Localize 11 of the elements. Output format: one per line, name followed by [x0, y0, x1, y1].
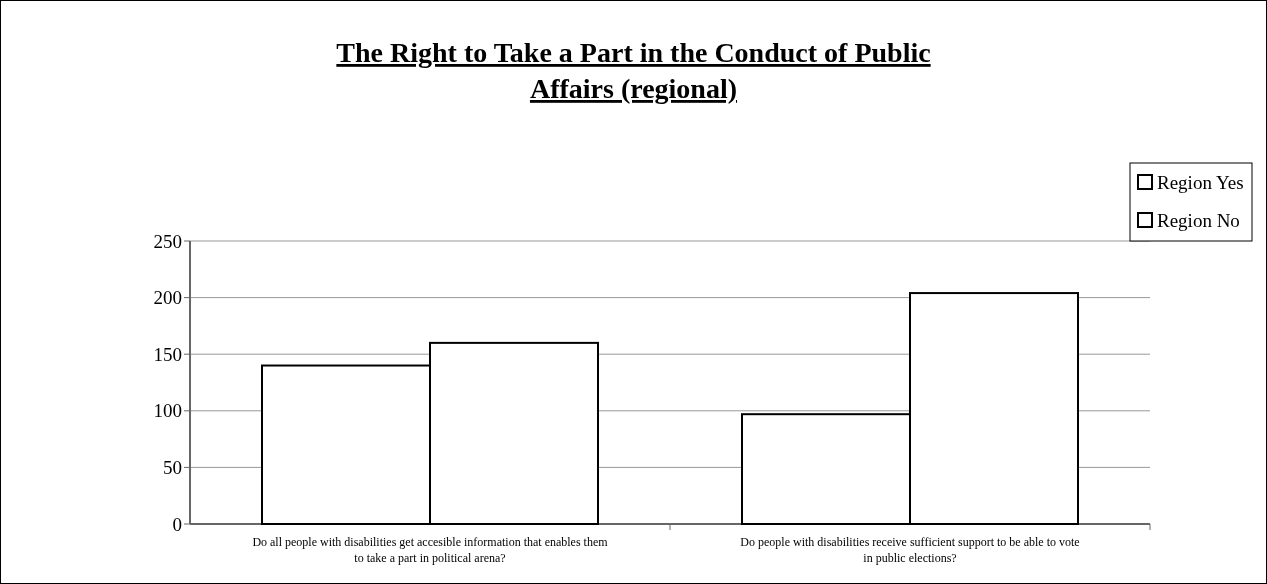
y-tick-label: 200: [153, 287, 182, 309]
y-tick-label: 100: [153, 400, 182, 422]
legend-label: Region No: [1157, 209, 1240, 231]
x-tick-label: Do all people with disabilities get accesible information that enables them to take a part in political arena?: [252, 535, 609, 565]
y-tick-label: 250: [153, 230, 182, 252]
y-tick-label: 50: [163, 457, 182, 479]
y-tick-label: 0: [172, 513, 182, 535]
legend-label: Region Yes: [1157, 171, 1244, 193]
chart-title: The Right to Take a Part in the Conduct of Public Affairs (regional): [336, 37, 931, 104]
x-tick-label: Do people with disabilities receive sufficient support to be able to vote in public elections?: [740, 535, 1080, 565]
y-tick-label: 150: [153, 343, 182, 365]
